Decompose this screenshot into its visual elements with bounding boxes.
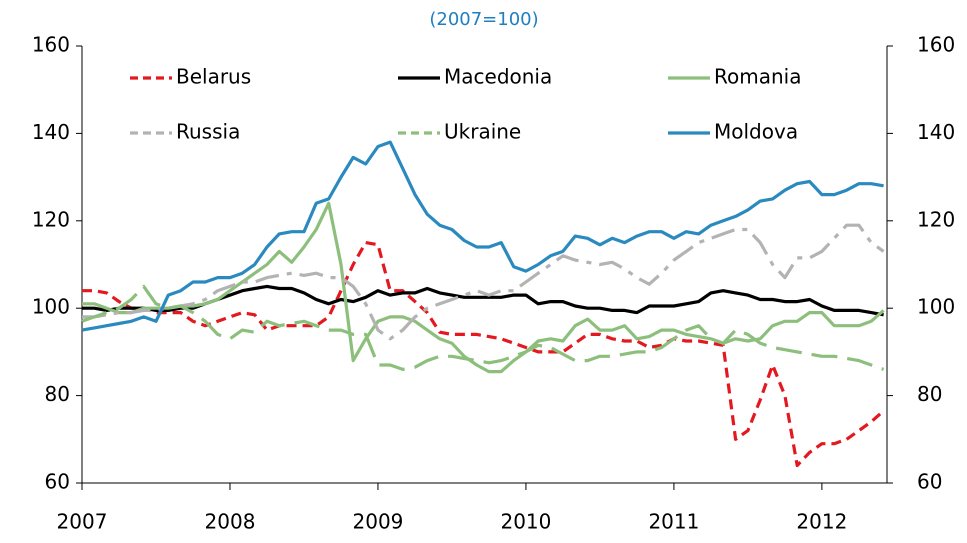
y-tick-label: 80: [45, 382, 70, 406]
legend-label: Romania: [714, 65, 801, 89]
x-tick-label: 2011: [648, 510, 699, 534]
series-line: [82, 284, 884, 317]
y-tick-label: 160: [32, 33, 70, 57]
series-line: [82, 241, 885, 468]
series-line: [81, 140, 884, 332]
y2-tick-label: 60: [917, 470, 942, 494]
legend-label: Belarus: [176, 65, 251, 89]
y2-tick-label: 100: [917, 295, 955, 319]
y-tick-label: 60: [45, 470, 70, 494]
y2-tick-label: 80: [917, 382, 942, 406]
y2-tick-label: 160: [917, 33, 955, 57]
y-tick-label: 140: [32, 120, 70, 144]
y-tick-label: 100: [32, 295, 70, 319]
y-tick-label: 120: [32, 207, 70, 231]
chart-title: (2007=100): [429, 9, 538, 30]
legend-label: Moldova: [714, 120, 798, 144]
legend-label: Russia: [176, 120, 240, 144]
series-line: [81, 284, 885, 371]
series-line: [82, 201, 885, 374]
y2-tick-label: 140: [917, 120, 955, 144]
x-tick-label: 2010: [500, 510, 551, 534]
legend-label: Ukraine: [444, 120, 521, 144]
y2-tick-label: 120: [917, 207, 955, 231]
x-tick-label: 2009: [353, 510, 404, 534]
legend-label: Macedonia: [444, 65, 552, 89]
series-line: [82, 223, 885, 341]
x-tick-label: 2008: [205, 510, 256, 534]
x-tick-label: 2012: [796, 510, 847, 534]
x-tick-label: 2007: [57, 510, 108, 534]
